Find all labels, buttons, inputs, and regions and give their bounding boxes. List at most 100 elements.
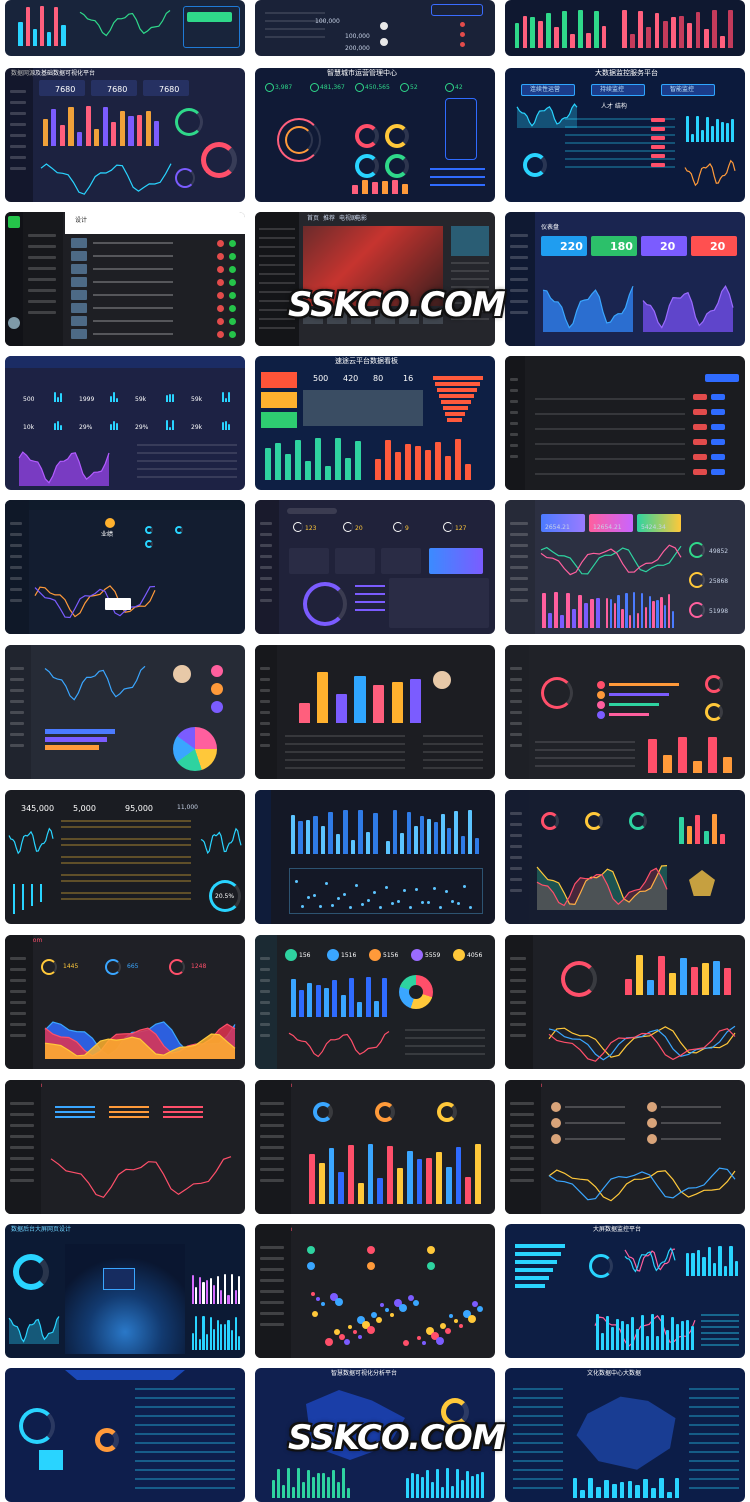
sidebar-item[interactable]: [510, 389, 518, 392]
sidebar-item[interactable]: [510, 588, 528, 591]
sidebar-item[interactable]: [10, 134, 26, 137]
sidebar-item[interactable]: [10, 722, 24, 725]
dashboard-tile-r5c1[interactable]: 业绩: [5, 500, 245, 634]
sidebar-item[interactable]: [510, 267, 528, 270]
dashboard-tile-r3c2[interactable]: 首页 推荐 电视剧 电影: [255, 212, 495, 346]
edit-button[interactable]: [711, 424, 725, 430]
thumbnail[interactable]: [303, 310, 323, 324]
sidebar-item[interactable]: [510, 711, 522, 714]
nav-button[interactable]: 智能监控: [661, 84, 715, 96]
sidebar-item[interactable]: [260, 1301, 284, 1304]
sidebar-item[interactable]: [260, 555, 272, 558]
sidebar-item[interactable]: [510, 1146, 534, 1149]
sidebar-item[interactable]: [10, 1034, 26, 1037]
sidebar-item[interactable]: [10, 599, 22, 602]
sidebar-item[interactable]: [510, 555, 528, 558]
sidebar-item[interactable]: [10, 145, 26, 148]
sidebar-item[interactable]: [10, 1157, 34, 1160]
sidebar-item[interactable]: [260, 577, 272, 580]
sidebar-item[interactable]: [510, 1124, 534, 1127]
sidebar-item[interactable]: [510, 1102, 534, 1105]
sidebar-item[interactable]: [10, 522, 22, 525]
sidebar-item[interactable]: [510, 878, 522, 881]
sidebar-item[interactable]: [260, 1001, 270, 1004]
sidebar-item[interactable]: [260, 1135, 284, 1138]
approve-button[interactable]: [229, 253, 236, 260]
sidebar-item[interactable]: [510, 1034, 526, 1037]
sidebar-item[interactable]: [10, 1146, 34, 1149]
sidebar-item[interactable]: [510, 245, 528, 248]
sidebar-item[interactable]: [510, 533, 528, 536]
dashboard-tile-r2c1[interactable]: 数据网源及基础数据可视化平台 7680 7680 7680: [5, 68, 245, 202]
dashboard-tile-r10c1[interactable]: 数据后台大屏网页设计: [5, 1224, 245, 1358]
sidebar-item[interactable]: [28, 311, 56, 314]
dashboard-tile-r7c2[interactable]: [255, 790, 495, 924]
sidebar-item[interactable]: [10, 1168, 34, 1171]
sidebar-item[interactable]: [260, 566, 272, 569]
sidebar-item[interactable]: [510, 278, 528, 281]
slider[interactable]: [22, 884, 24, 910]
delete-button[interactable]: [217, 305, 224, 312]
dashboard-tile-r1c2[interactable]: 100,000 100,000 200,000: [255, 0, 495, 56]
sidebar-item[interactable]: [10, 968, 26, 971]
sidebar-item[interactable]: [260, 711, 270, 714]
sidebar-item[interactable]: [10, 957, 26, 960]
dashboard-tile-r2c2[interactable]: 智慧城市运营管理中心 3,987 481,367 450,565 52 42: [255, 68, 495, 202]
sidebar-item[interactable]: [510, 812, 522, 815]
delete-button[interactable]: [217, 318, 224, 325]
sidebar-item[interactable]: [260, 599, 272, 602]
delete-button[interactable]: [693, 454, 707, 460]
sidebar-item[interactable]: [510, 689, 522, 692]
dashboard-tile-r7c1[interactable]: 345,000 5,000 95,000 11,000 20.5%: [5, 790, 245, 924]
delete-button[interactable]: [217, 279, 224, 286]
dashboard-tile-r6c3[interactable]: [505, 645, 745, 779]
sidebar-item[interactable]: [510, 1157, 534, 1160]
delete-button[interactable]: [217, 331, 224, 338]
sidebar-item[interactable]: [510, 566, 528, 569]
sidebar-item[interactable]: [10, 167, 26, 170]
sidebar-item[interactable]: [10, 577, 22, 580]
delete-button[interactable]: [693, 409, 707, 415]
sidebar-item[interactable]: [10, 700, 24, 703]
sidebar-item[interactable]: [10, 678, 24, 681]
sidebar-item[interactable]: [510, 411, 518, 414]
dashboard-tile-r4c2[interactable]: 速途云平台数据看板 500 420 80 16: [255, 356, 495, 490]
sidebar-item[interactable]: [260, 1023, 270, 1026]
approve-button[interactable]: [229, 292, 236, 299]
sidebar-item[interactable]: [510, 1168, 534, 1171]
dashboard-tile-r11c1[interactable]: [5, 1368, 245, 1502]
sidebar-item[interactable]: [10, 566, 22, 569]
dashboard-tile-r1c1[interactable]: [5, 0, 245, 56]
sidebar-item[interactable]: [510, 234, 528, 237]
sidebar-item[interactable]: [260, 667, 270, 670]
sidebar-item[interactable]: [510, 577, 528, 580]
sidebar-item[interactable]: [510, 667, 522, 670]
sidebar-item[interactable]: [28, 234, 56, 237]
sidebar-item[interactable]: [10, 1179, 34, 1182]
sidebar-item[interactable]: [510, 522, 528, 525]
sidebar-item[interactable]: [260, 968, 270, 971]
approve-button[interactable]: [229, 331, 236, 338]
dashboard-tile-r1c3[interactable]: [505, 0, 745, 56]
primary-button[interactable]: [431, 4, 483, 16]
dashboard-tile-r5c3[interactable]: 2654.21 12654.21 5424.34 49852 25868 51998: [505, 500, 745, 634]
sidebar-item[interactable]: [260, 1268, 284, 1271]
search-input[interactable]: [287, 508, 337, 514]
sidebar-item[interactable]: [510, 889, 522, 892]
thumbnail[interactable]: [327, 310, 347, 324]
sidebar-item[interactable]: [28, 245, 56, 248]
slider[interactable]: [40, 884, 42, 902]
thumbnail[interactable]: [351, 310, 371, 324]
nav-button[interactable]: 连续性运营: [521, 84, 575, 96]
sidebar-item[interactable]: [260, 522, 272, 525]
sidebar-item[interactable]: [510, 599, 528, 602]
delete-button[interactable]: [693, 439, 707, 445]
approve-button[interactable]: [229, 240, 236, 247]
sidebar-item[interactable]: [510, 1179, 534, 1182]
add-button[interactable]: [705, 374, 739, 382]
sidebar-item[interactable]: [260, 700, 270, 703]
sidebar-item[interactable]: [10, 544, 22, 547]
sidebar-item[interactable]: [260, 1124, 284, 1127]
action-icon[interactable]: [211, 683, 223, 695]
sidebar-item[interactable]: [510, 400, 518, 403]
